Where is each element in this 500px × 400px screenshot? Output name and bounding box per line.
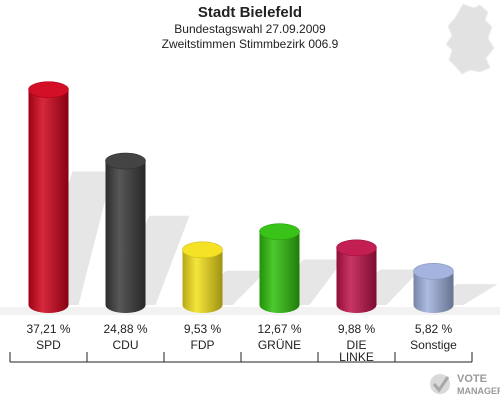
germany-map-icon <box>445 3 495 75</box>
category-label-0: SPD <box>36 338 61 352</box>
category-label-2: FDP <box>191 338 215 352</box>
category-label-5: Sonstige <box>410 338 457 352</box>
category-label-4: DIE <box>346 338 366 352</box>
value-label-3: 12,67 % <box>257 322 301 336</box>
bar-die-linke <box>336 239 377 313</box>
chart-subtitle: Bundestagswahl 27.09.2009 <box>174 22 326 36</box>
bar-spd <box>28 81 69 313</box>
brand-manager: MANAGER <box>457 386 500 396</box>
bar-fdp <box>182 241 223 313</box>
category-label-1: CDU <box>113 338 139 352</box>
bar-grüne <box>259 223 300 313</box>
chart-subtitle-2: Zweitstimmen Stimmbezirk 006.9 <box>161 37 339 51</box>
value-label-4: 9,88 % <box>338 322 376 336</box>
chart-title: Stadt Bielefeld <box>197 4 303 21</box>
vote-manager-logo <box>430 374 450 394</box>
category-label-4: LINKE <box>339 350 374 364</box>
value-label-1: 24,88 % <box>103 322 147 336</box>
value-label-5: 5,82 % <box>415 322 453 336</box>
value-label-0: 37,21 % <box>26 322 70 336</box>
bar-cdu <box>105 152 146 313</box>
brand-vote: VOTE <box>457 373 487 385</box>
bar-sonstige <box>413 263 454 313</box>
category-label-3: GRÜNE <box>258 338 301 352</box>
value-label-2: 9,53 % <box>184 322 222 336</box>
